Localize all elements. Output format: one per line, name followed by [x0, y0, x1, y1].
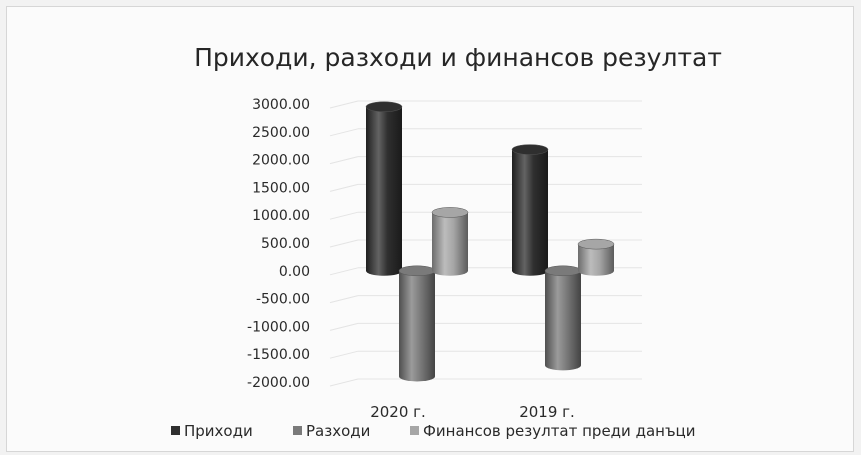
gridline-depth — [329, 156, 359, 165]
bar-base — [366, 265, 402, 276]
gridline-depth — [329, 128, 359, 137]
chart-title: Приходи, разходи и финансов резултат — [194, 43, 722, 72]
bar-body — [545, 270, 581, 366]
bar-cap — [544, 265, 582, 277]
y-tick-label: 0.00 — [279, 264, 310, 280]
y-tick-label: -1500.00 — [247, 347, 310, 363]
bar-cap — [365, 101, 403, 113]
bar-base — [545, 360, 581, 371]
gridline-depth — [329, 183, 359, 192]
bar — [577, 238, 615, 276]
gridline-depth — [329, 211, 359, 220]
x-axis: 2020 г. 2019 г. — [370, 403, 575, 421]
bar-body — [432, 212, 468, 271]
bar-base — [578, 265, 614, 276]
gridline-depth — [329, 295, 359, 304]
y-tick-label: 1000.00 — [252, 208, 310, 224]
y-tick-label: 2000.00 — [252, 153, 310, 169]
bar-cap — [511, 144, 549, 155]
bar-cap — [398, 265, 436, 277]
gridline-depth — [329, 100, 359, 109]
legend-label: Приходи — [184, 422, 253, 440]
legend-label: Финансов резултат преди данъци — [423, 422, 696, 440]
gridline-depth — [329, 350, 359, 359]
gridline-depth — [329, 322, 359, 331]
y-tick-label: -2000.00 — [247, 375, 310, 391]
x-tick-label: 2019 г. — [519, 403, 575, 421]
y-axis: 3000.00 2500.00 2000.00 1500.00 1000.00 500.0… — [247, 97, 310, 391]
legend-swatch — [293, 426, 302, 435]
legend-swatch — [410, 426, 419, 435]
bar — [398, 265, 436, 382]
y-tick-label: 1500.00 — [252, 180, 310, 196]
gridline-depth — [329, 267, 359, 276]
bar-body — [399, 270, 435, 377]
bar-body — [512, 149, 548, 271]
legend-swatch — [171, 426, 180, 435]
gridline-depth — [329, 378, 359, 387]
legend: Приходи Разходи Финансов резултат преди … — [171, 422, 696, 440]
bar — [365, 101, 403, 276]
y-tick-label: -1000.00 — [247, 319, 310, 335]
bar-base — [512, 265, 548, 276]
bars — [365, 101, 615, 382]
bar — [544, 265, 582, 371]
bar-body — [366, 106, 402, 271]
gridline-depth — [329, 239, 359, 248]
legend-label: Разходи — [306, 422, 370, 440]
bar-cap — [577, 238, 615, 250]
bar — [431, 207, 469, 276]
bar-cap — [431, 207, 469, 218]
y-tick-label: 500.00 — [261, 236, 310, 252]
bar-base — [399, 371, 435, 382]
bar-base — [432, 265, 468, 276]
y-tick-label: -500.00 — [256, 292, 310, 308]
y-tick-label: 2500.00 — [252, 125, 310, 141]
x-tick-label: 2020 г. — [370, 403, 426, 421]
y-tick-label: 3000.00 — [252, 97, 310, 113]
bar — [511, 144, 549, 276]
